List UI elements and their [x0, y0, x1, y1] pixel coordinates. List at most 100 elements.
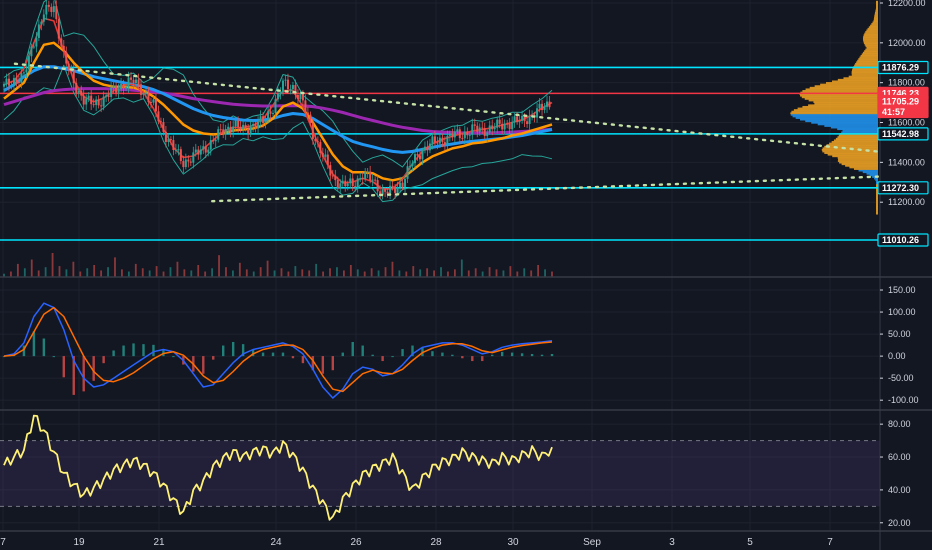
volume-profile-bar [851, 69, 878, 72]
rsi-axis[interactable]: 80.00 60.00 40.00 20.00 [880, 419, 911, 528]
volume-profile-bar [865, 31, 878, 33]
macd-histogram-bar [142, 344, 145, 357]
volume-profile-bar [838, 158, 878, 161]
time-tick-label: 3 [669, 537, 675, 548]
bollinger-lower [3, 64, 553, 203]
candle-body [428, 143, 431, 151]
volume-profile-bar [808, 104, 878, 107]
candle-body [140, 84, 142, 95]
macd-histogram-bar [441, 352, 444, 357]
horizontal-levels[interactable] [0, 66, 880, 241]
price-axis[interactable]: 12200.00 12000.00 11800.00 11600.00 11400.00… [880, 0, 926, 207]
volume-profile-bar [841, 131, 878, 134]
candle-body [257, 121, 260, 129]
volume-profile-bar [863, 39, 878, 41]
macd-histogram-bar [281, 352, 285, 357]
candle-body [294, 85, 297, 95]
candle-body [254, 123, 257, 129]
time-tick-label: 5 [747, 537, 753, 548]
volume-profile-bar [800, 91, 878, 94]
volume-profile-bar [875, 10, 878, 13]
macd-tick-label: 50.00 [888, 329, 911, 339]
candle-body [404, 178, 407, 187]
candle-body [339, 183, 342, 189]
candle-body [496, 119, 499, 128]
volume-bar [336, 267, 338, 277]
price-pane[interactable] [0, 0, 882, 241]
volume-profile-bar [867, 27, 878, 30]
volume-bar [37, 270, 40, 277]
trendlines[interactable] [13, 62, 882, 203]
rsi-pane[interactable] [0, 414, 880, 521]
volume-profile-bar [853, 168, 878, 170]
time-axis[interactable]: 7 19 21 24 26 28 30 Sep 3 5 7 [0, 537, 833, 548]
candle-body [15, 78, 18, 82]
macd-axis[interactable]: 150.00 100.00 50.00 0.00 -50.00 -100.00 [880, 285, 919, 405]
candle-body [82, 95, 85, 105]
volume-profile-bar [876, 184, 878, 186]
trendline-0[interactable] [13, 62, 882, 153]
candle-body [354, 186, 357, 188]
volume-profile-bar [811, 121, 878, 124]
candle-body [441, 137, 444, 143]
volume-profile-bar [805, 88, 878, 91]
candle-body [274, 99, 277, 114]
volume-profile-bar [876, 7, 878, 9]
price-tag-label: 11705.29 [882, 97, 919, 107]
macd-histogram-bar [132, 343, 135, 357]
rsi-tick-label: 40.00 [888, 485, 911, 495]
volume-profile-bar [793, 109, 878, 111]
candle-body [513, 116, 516, 122]
trendline-1[interactable] [211, 175, 882, 203]
candle-body [47, 4, 50, 7]
candlesticks [3, 0, 551, 200]
volume-profile-bar [845, 164, 878, 167]
time-tick-label: 28 [430, 537, 442, 548]
volume-profile-bar [863, 40, 878, 43]
candle-body [169, 139, 172, 141]
macd-histogram-bar [461, 356, 464, 359]
candle-body [369, 171, 372, 181]
candle-body [249, 126, 252, 134]
candle-body [3, 83, 5, 87]
candle-body [187, 159, 190, 162]
volume-profile-bar [809, 86, 878, 89]
volume-profile-bar [842, 129, 878, 132]
macd-line [3, 302, 553, 399]
volume-bar [273, 270, 276, 277]
candle-body [17, 81, 20, 84]
volume-bar [197, 265, 200, 277]
volume-bar [447, 271, 449, 277]
volume-bar [259, 267, 262, 277]
signal-line [3, 306, 553, 393]
volume-profile-bar [824, 125, 878, 127]
macd-histogram-bar [22, 345, 26, 357]
macd-histogram-bar [152, 344, 155, 357]
candle-body [125, 86, 128, 89]
candle-body [95, 99, 98, 105]
volume-profile-bar [820, 83, 878, 86]
candle-body [366, 171, 369, 173]
volume-profile-bar [862, 51, 878, 54]
volume-bar [58, 266, 61, 277]
volume-bar [329, 268, 331, 277]
volume-bar [204, 271, 207, 277]
candle-body [159, 121, 162, 123]
macd-histogram-bar [471, 356, 474, 362]
volume-profile-bar [876, 203, 878, 205]
candle-body [324, 154, 327, 157]
candle-body [102, 96, 105, 107]
candle-body [498, 119, 501, 124]
volume-profile-bar [851, 74, 878, 76]
volume-bar [232, 270, 234, 277]
volume-bar [370, 268, 373, 277]
volume-profile-bar [790, 112, 878, 115]
volume-profile-bar [876, 209, 878, 212]
candle-body [329, 165, 332, 176]
volume-profile-bar [817, 123, 878, 126]
candle-body [321, 153, 324, 157]
volume-profile-bar [805, 120, 878, 123]
volume-profile-bar [876, 206, 878, 209]
macd-pane[interactable] [2, 302, 554, 399]
